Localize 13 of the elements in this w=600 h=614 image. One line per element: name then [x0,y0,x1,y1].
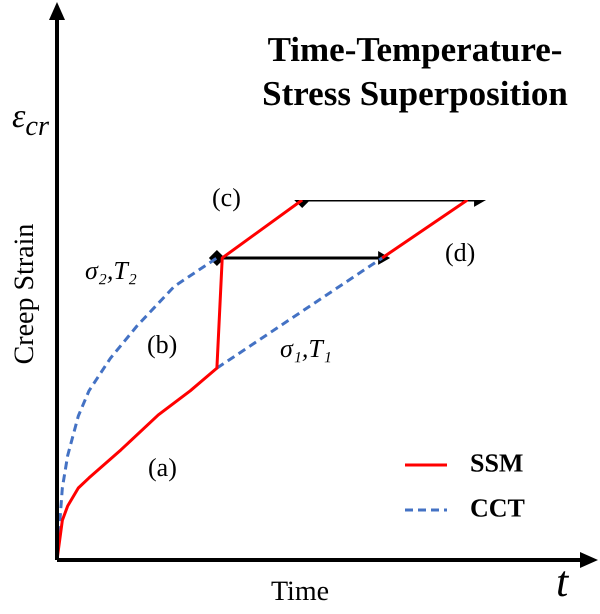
annotation: (b) [147,330,178,359]
chart-title: Time-Temperature-Stress Superposition [261,29,569,115]
annotation: σ₂,T₂ [85,256,137,285]
annotation: (c) [212,183,241,212]
text: ε$_{cr}$ [12,98,50,142]
y-axis-title: Creep Strain [9,222,41,366]
annotation: (a) [148,453,177,482]
legend-label: CCT [470,494,525,523]
annotation: σ₁,T₁ [280,334,332,363]
annotation: (d) [445,238,476,267]
legend-label: SSM [470,448,524,478]
annotation: t [556,557,568,606]
x-axis-title: Time [270,576,330,607]
